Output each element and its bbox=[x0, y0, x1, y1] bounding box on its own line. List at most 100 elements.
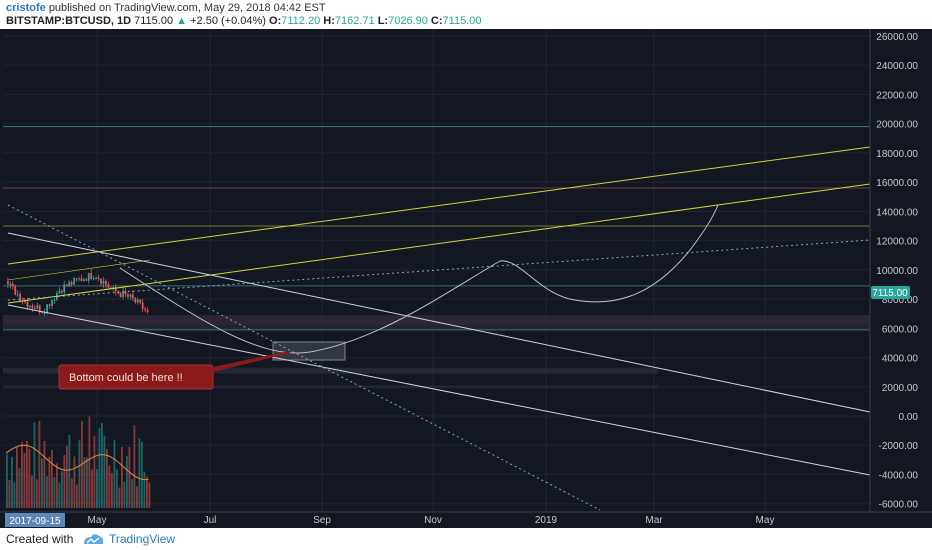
volume-bar bbox=[78, 440, 81, 508]
y-tick-label: 10000.00 bbox=[876, 266, 918, 277]
svg-text:2017-09-15: 2017-09-15 bbox=[9, 516, 61, 527]
volume-bar bbox=[63, 455, 66, 508]
candle-body bbox=[90, 273, 93, 280]
volume-bar bbox=[26, 440, 28, 508]
candle-body bbox=[107, 284, 110, 288]
x-tick-label: Mar bbox=[645, 515, 663, 526]
candle-body bbox=[43, 312, 46, 314]
symbol-label[interactable]: BITSTAMP:BTCUSD, 1D bbox=[6, 15, 132, 27]
chart-header: cristofe published on TradingView.com, M… bbox=[0, 0, 932, 30]
author-link[interactable]: cristofe bbox=[6, 2, 46, 14]
volume-bar bbox=[51, 449, 53, 508]
candle-body bbox=[29, 305, 31, 307]
bottom-zone-box bbox=[272, 341, 346, 361]
volume-bar bbox=[46, 476, 48, 508]
y-tick-label: 18000.00 bbox=[876, 149, 918, 160]
candle-body bbox=[144, 308, 146, 311]
y-tick-label: 22000.00 bbox=[876, 90, 918, 101]
volume-bar bbox=[43, 440, 46, 508]
volume-bar bbox=[8, 479, 11, 508]
volume-bar bbox=[56, 463, 58, 508]
candle-body bbox=[73, 278, 75, 285]
volume-bar bbox=[38, 421, 41, 508]
price-chart[interactable]: 26000.00 24000.00 22000.00 20000.00 18000.00… bbox=[0, 29, 932, 528]
volume-bar bbox=[111, 472, 113, 508]
candle-body bbox=[46, 304, 48, 313]
high-label: H: bbox=[323, 15, 335, 27]
candle-body bbox=[14, 286, 17, 295]
y-tick-label: -4000.00 bbox=[879, 470, 919, 481]
candle-body bbox=[11, 284, 14, 287]
candle-body bbox=[7, 281, 9, 285]
volume-bar bbox=[126, 456, 128, 508]
volume-bar bbox=[48, 456, 51, 508]
footer: Created with TradingView bbox=[0, 528, 932, 550]
candle-body bbox=[60, 290, 63, 293]
y-tick-label: 12000.00 bbox=[876, 237, 918, 248]
volume-bar bbox=[93, 435, 96, 508]
volume-bar bbox=[53, 477, 56, 508]
volume-bar bbox=[88, 416, 91, 508]
candle-body bbox=[26, 301, 29, 307]
candle-body bbox=[65, 284, 68, 287]
volume-bar bbox=[58, 482, 61, 508]
candle-body bbox=[97, 277, 100, 280]
volume-bar bbox=[71, 478, 73, 508]
candle-body bbox=[92, 278, 95, 280]
volume-bar bbox=[68, 434, 71, 508]
volume-bar bbox=[136, 486, 138, 508]
volume-bar bbox=[91, 469, 93, 508]
candle-body bbox=[127, 294, 129, 297]
volume-bar bbox=[28, 448, 31, 508]
volume-bars bbox=[5, 416, 151, 508]
y-tick-label: -6000.00 bbox=[879, 500, 919, 511]
annotation-callout[interactable]: Bottom could be here !! bbox=[58, 351, 290, 390]
candle-body bbox=[36, 305, 39, 309]
candle-body bbox=[100, 279, 102, 284]
tradingview-link[interactable]: TradingView bbox=[109, 532, 176, 546]
ohlc-legend: BITSTAMP:BTCUSD, 1D 7115.00 ▲ +2.50 (+0.… bbox=[6, 15, 481, 28]
y-tick-label: 16000.00 bbox=[876, 178, 918, 189]
y-tick-label: 26000.00 bbox=[876, 32, 918, 43]
y-tick-label: 4000.00 bbox=[882, 354, 919, 365]
candle-body bbox=[85, 279, 88, 281]
x-tick-label: May bbox=[756, 515, 775, 526]
candle-body bbox=[146, 310, 149, 313]
volume-bar bbox=[123, 481, 126, 508]
trend-line-yellow-lower bbox=[7, 183, 871, 304]
x-tick-label: Jul bbox=[204, 515, 217, 526]
published-text: published on TradingView.com, May 29, 20… bbox=[48, 2, 326, 14]
volume-bar bbox=[113, 439, 116, 508]
current-price-badge: 7115.00 bbox=[871, 286, 910, 299]
publish-info: cristofe published on TradingView.com, M… bbox=[6, 2, 326, 15]
volume-bar bbox=[131, 479, 133, 508]
candle-body bbox=[139, 299, 142, 303]
volume-bar bbox=[21, 441, 23, 508]
candle-body bbox=[87, 273, 90, 281]
candle-body bbox=[114, 287, 117, 292]
candle-body bbox=[24, 301, 26, 303]
y-tick-label: 14000.00 bbox=[876, 207, 918, 218]
last-price: 7115.00 bbox=[134, 15, 174, 27]
trend-line-yellow-short bbox=[7, 259, 151, 281]
volume-bar bbox=[76, 484, 78, 508]
close-value: 7115.00 bbox=[442, 15, 482, 27]
volume-bar bbox=[73, 456, 76, 508]
trend-line-dotted-flat bbox=[7, 239, 871, 301]
candle-body bbox=[33, 307, 36, 309]
candle-body bbox=[75, 278, 78, 280]
volume-bar bbox=[16, 446, 18, 508]
volume-bar bbox=[118, 487, 121, 508]
x-tick-label: Sep bbox=[313, 515, 331, 526]
volume-bar bbox=[148, 482, 151, 508]
volume-bar bbox=[36, 479, 38, 508]
candle-body bbox=[19, 294, 22, 301]
y-tick-label: 2000.00 bbox=[882, 383, 919, 394]
volume-ma-line bbox=[5, 444, 149, 481]
volume-bar bbox=[138, 438, 141, 508]
volume-bar bbox=[11, 456, 13, 508]
volume-bar bbox=[133, 425, 136, 508]
volume-bar bbox=[13, 482, 16, 508]
volume-bar bbox=[66, 445, 68, 508]
volume-bar bbox=[96, 469, 98, 508]
